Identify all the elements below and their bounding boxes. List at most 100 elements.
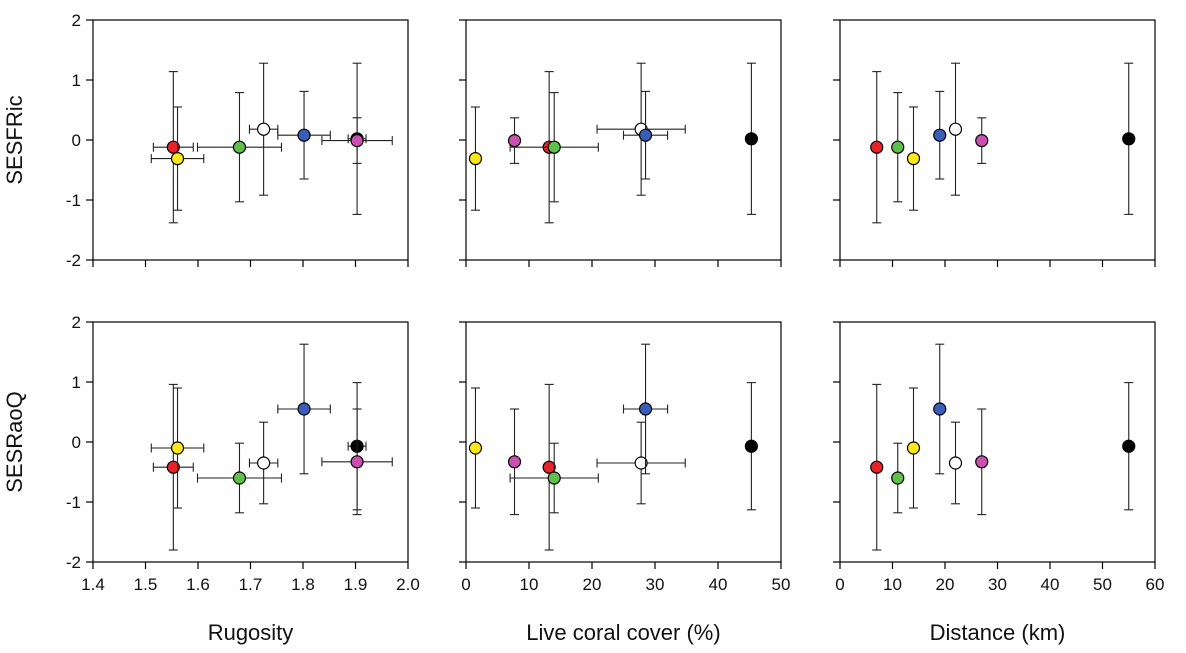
data-point-1 [870, 71, 884, 224]
data-point-6 [744, 382, 758, 511]
y-tick-label: -1 [66, 191, 81, 210]
data-point-2 [468, 106, 483, 211]
marker [350, 455, 364, 469]
y-tick-label: -1 [66, 493, 81, 512]
data-point-2 [906, 387, 921, 509]
marker [297, 402, 311, 416]
marker [634, 456, 648, 470]
data-point-4 [248, 62, 279, 196]
marker [948, 122, 963, 136]
data-point-7 [975, 117, 989, 164]
marker [257, 456, 271, 470]
y-tick-label: -2 [66, 553, 81, 572]
data-point-7 [321, 117, 393, 164]
x-tick-label: 50 [1093, 575, 1112, 594]
marker [891, 140, 905, 154]
data-point-4 [596, 62, 686, 196]
data-point-7 [975, 408, 989, 516]
marker [870, 140, 884, 154]
data-point-4 [948, 421, 963, 505]
plot-frame [465, 321, 782, 563]
marker [170, 152, 185, 166]
marker [507, 134, 522, 148]
x-tick-label: 30 [646, 575, 665, 594]
y-tick-label: 2 [72, 11, 81, 30]
data-point-6 [1122, 62, 1136, 215]
data-point-4 [948, 62, 963, 196]
data-point-6 [744, 62, 758, 215]
data-point-5 [622, 343, 669, 475]
data-point-5 [933, 90, 947, 180]
panel-sesfric-rugosity: 2 1 0 -1 -2 [66, 11, 409, 270]
marker [350, 134, 364, 148]
panel-sesfric-coral [459, 19, 782, 267]
marker [166, 140, 180, 154]
data-point-5 [622, 90, 669, 180]
marker [744, 439, 758, 453]
panel-sesraoq-coral: 0 10 20 30 40 50 [459, 321, 791, 594]
marker [297, 128, 311, 142]
data-point-5 [933, 343, 947, 475]
y-tick-label: 1 [72, 71, 81, 90]
x-axis-label-coral: Live coral cover (%) [526, 620, 720, 645]
y-tick-label: 0 [72, 131, 81, 150]
data-point-2 [150, 106, 205, 211]
marker [933, 402, 947, 416]
marker [975, 134, 989, 148]
plot-frame [839, 321, 1156, 563]
marker [638, 128, 653, 142]
marker [257, 122, 271, 136]
y-tick-label: 2 [72, 313, 81, 332]
marker [232, 471, 247, 485]
x-tick-label: 1.7 [239, 575, 263, 594]
x-tick-label: 50 [772, 575, 791, 594]
data-point-3 [196, 442, 283, 514]
marker [542, 460, 556, 474]
marker [468, 441, 483, 455]
data-point-3 [891, 92, 905, 203]
data-point-1 [542, 383, 556, 551]
x-tick-label: 40 [709, 575, 728, 594]
data-point-3 [891, 442, 905, 514]
marker [933, 128, 947, 142]
marker [1122, 439, 1136, 453]
marker [547, 140, 561, 154]
x-tick-label: 2.0 [396, 575, 420, 594]
y-tick-label: 0 [72, 433, 81, 452]
data-point-3 [509, 92, 599, 203]
x-tick-label: 1.4 [81, 575, 105, 594]
x-tick-label: 10 [520, 575, 539, 594]
panel-sesfric-distance [833, 19, 1156, 267]
x-tick-label: 0 [835, 575, 844, 594]
data-point-3 [509, 442, 599, 514]
data-point-4 [596, 421, 686, 505]
data-point-1 [152, 71, 194, 224]
data-point-1 [152, 383, 194, 551]
marker [744, 132, 758, 146]
data-point-7 [507, 117, 522, 164]
panel-sesraoq-distance: 0 10 20 30 40 50 60 [833, 321, 1164, 594]
data-point-3 [196, 92, 283, 203]
y-axis-label-sesraoq: SESRaoQ [2, 391, 27, 493]
marker [1122, 132, 1136, 146]
data-point-2 [906, 106, 921, 211]
plot-frame [839, 19, 1156, 261]
x-axis-label-rugosity: Rugosity [208, 620, 294, 645]
y-tick-label: 1 [72, 373, 81, 392]
marker [870, 460, 884, 474]
marker [170, 441, 185, 455]
x-tick-label: 20 [583, 575, 602, 594]
data-point-4 [248, 421, 279, 505]
panel-sesraoq-rugosity: 2 1 0 -1 -21.4 1.5 1.6 1.7 1.8 1.9 2.0 [66, 313, 420, 594]
data-point-5 [277, 343, 331, 475]
marker [468, 152, 483, 166]
marker [547, 471, 561, 485]
marker [948, 456, 963, 470]
marker [638, 402, 653, 416]
x-tick-label: 40 [1041, 575, 1060, 594]
marker [906, 441, 921, 455]
x-tick-label: 10 [883, 575, 902, 594]
x-tick-label: 1.5 [134, 575, 158, 594]
marker [166, 460, 180, 474]
